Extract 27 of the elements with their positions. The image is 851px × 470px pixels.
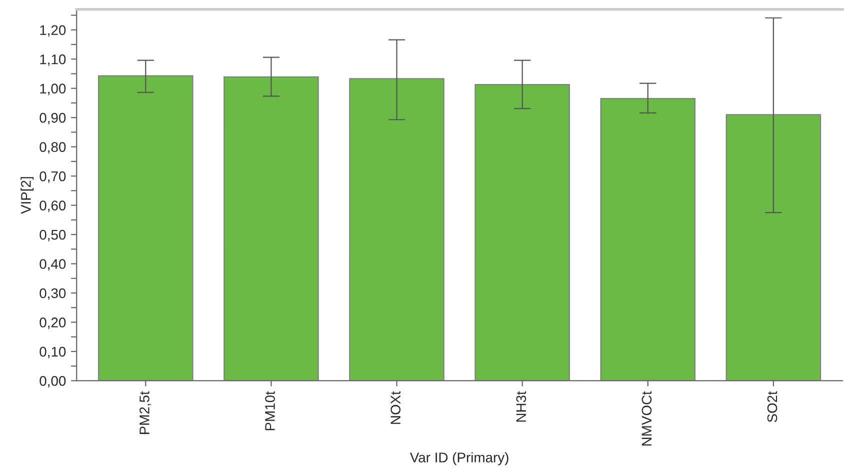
x-tick-label: NMVOCt	[642, 391, 652, 446]
y-tick-label: 0,50	[40, 230, 66, 242]
bar	[726, 114, 822, 381]
y-tick-label: 1,20	[40, 25, 66, 37]
x-tick-label: NH3t	[516, 391, 526, 422]
x-tick-label: PM10t	[265, 391, 275, 430]
y-tick-label: 0,00	[40, 376, 66, 388]
bar	[600, 98, 696, 381]
y-tick-label: 0,80	[40, 142, 66, 154]
y-tick-label: 1,10	[40, 54, 66, 66]
y-tick-label: 0,60	[40, 200, 66, 212]
bar	[349, 78, 444, 381]
y-tick-label: 0,10	[40, 346, 66, 358]
x-tick-label: NOXt	[390, 391, 400, 424]
x-tick-label: PM2,5t	[140, 391, 152, 434]
bar	[224, 76, 319, 381]
y-tick-label: 1,00	[40, 84, 66, 96]
y-tick-label: 0,40	[40, 259, 66, 271]
y-tick-label: 0,30	[40, 288, 66, 300]
x-tick-label: SO2t	[767, 391, 778, 422]
bar	[474, 84, 570, 381]
y-tick-label: 0,70	[40, 171, 66, 183]
y-axis-title: VIP[2]	[20, 177, 34, 214]
y-tick-label: 0,90	[40, 112, 66, 124]
bar	[98, 75, 194, 381]
x-axis-title: Var ID (Primary)	[410, 452, 508, 466]
y-tick-label: 0,20	[40, 318, 66, 330]
